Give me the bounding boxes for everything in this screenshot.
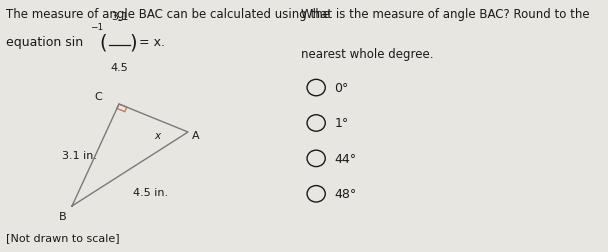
Text: 48°: 48° [334,187,357,201]
Text: = x.: = x. [139,35,165,48]
Text: 1°: 1° [334,117,348,130]
Text: 4.5: 4.5 [110,62,128,73]
Text: nearest whole degree.: nearest whole degree. [301,48,434,61]
Text: C: C [95,92,102,102]
Text: equation sin: equation sin [6,35,83,48]
Text: What is the measure of angle BAC? Round to the: What is the measure of angle BAC? Round … [301,8,590,20]
Text: [Not drawn to scale]: [Not drawn to scale] [6,232,120,242]
Text: (: ( [99,33,106,52]
Text: 3.1 in.: 3.1 in. [62,150,97,160]
Text: −1: −1 [90,23,103,32]
Text: ): ) [129,33,137,52]
Text: 3.1: 3.1 [111,12,129,22]
Text: A: A [192,130,200,140]
Text: The measure of angle BAC can be calculated using the: The measure of angle BAC can be calculat… [6,8,330,20]
Text: B: B [58,211,66,221]
Text: 0°: 0° [334,82,349,95]
Text: 44°: 44° [334,152,356,165]
Text: x: x [154,130,161,140]
Text: 4.5 in.: 4.5 in. [133,187,168,197]
